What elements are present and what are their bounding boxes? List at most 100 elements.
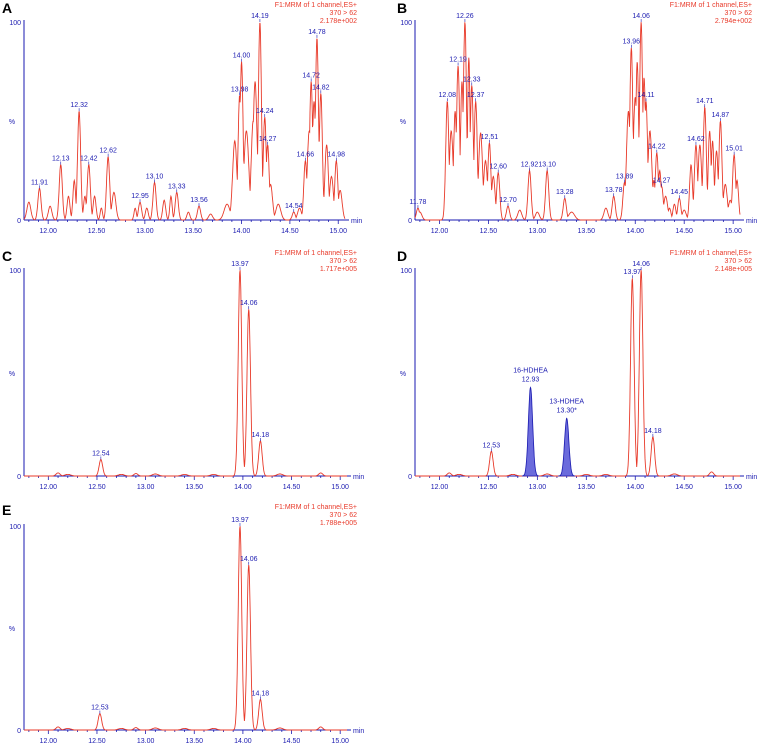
peak-label: 14.22 <box>648 144 666 151</box>
peak-label: 13.98 <box>231 86 249 93</box>
peak-label: 14.72 <box>302 72 320 79</box>
peak-label: 13.97 <box>231 261 249 268</box>
y-axis-label: % <box>9 119 15 126</box>
y-tick-label: 100 <box>400 268 412 275</box>
peak-label: 14.06 <box>240 300 258 307</box>
header-transition: 370 > 62 <box>724 10 752 17</box>
panel-letter: B <box>397 0 408 16</box>
x-tick-label: 12.00 <box>40 484 58 491</box>
panel-header: F1:MRM of 1 channel,ES+ 370 > 62 1.717e+… <box>275 250 357 274</box>
x-tick-label: 14.00 <box>234 484 252 491</box>
y-axis-label: % <box>400 119 406 126</box>
header-title: F1:MRM of 1 channel,ES+ <box>274 2 357 9</box>
y-tick-label: 0 <box>17 474 21 481</box>
peak-label: 12.60 <box>489 163 507 170</box>
peak-label: 12.32 <box>70 102 88 109</box>
panel-b: B F1:MRM of 1 channel,ES+ 370 > 62 2.794… <box>383 0 766 245</box>
x-tick-label: 14.50 <box>283 738 301 744</box>
x-tick-label: 12.50 <box>480 228 498 235</box>
peak-label: 12.26 <box>456 13 474 20</box>
peak-label: 13.96 <box>623 39 641 46</box>
x-tick-label: 12.50 <box>88 228 106 235</box>
header-intensity: 2.148e+005 <box>714 266 752 273</box>
header-intensity: 1.717e+005 <box>319 266 357 273</box>
x-tick-label: 14.50 <box>675 484 693 491</box>
x-tick-label: 12.50 <box>88 484 106 491</box>
x-axis-unit: min <box>353 474 364 481</box>
x-tick-label: 14.50 <box>283 484 301 491</box>
header-intensity: 1.788e+005 <box>319 520 357 527</box>
peak-label: 12.62 <box>99 148 117 155</box>
peak-label: 14.18 <box>644 428 662 435</box>
chromatogram-trace <box>24 526 347 731</box>
peak-label: 14.18 <box>252 690 270 697</box>
peak-label: 13.28 <box>556 189 574 196</box>
peak-label: 13.10 <box>538 162 556 169</box>
peak-label: 14.18 <box>252 432 270 439</box>
peak-label: 11.91 <box>31 179 48 186</box>
header-transition: 370 > 62 <box>724 258 752 265</box>
peak-label: 14.19 <box>251 13 269 20</box>
filled-peak-name: 16-HDHEA <box>513 367 548 374</box>
x-tick-label: 12.00 <box>40 738 58 744</box>
chromatogram-plot: 100 0% min 12.00 12.50 13.00 13.50 14.00 14.50 15… <box>400 261 758 491</box>
peak-label: 13.78 <box>605 187 623 194</box>
header-title: F1:MRM of 1 channel,ES+ <box>274 504 357 511</box>
peak-label: 12.51 <box>481 134 499 141</box>
x-axis-unit: min <box>746 474 757 481</box>
x-axis-unit: min <box>351 218 362 225</box>
peak-label: 13.89 <box>616 173 634 180</box>
peak-label: 12.54 <box>92 451 110 458</box>
peak-label: 13.10 <box>146 173 164 180</box>
x-tick-label: 15.00 <box>724 484 742 491</box>
panel-letter: C <box>2 248 13 264</box>
chromatogram-trace <box>24 270 347 477</box>
peak-label: 12.37 <box>467 92 485 99</box>
x-tick-label: 14.00 <box>626 228 644 235</box>
peak-label: 12.53 <box>91 705 109 712</box>
peak-label: 14.27 <box>259 136 277 143</box>
header-title: F1:MRM of 1 channel,ES+ <box>669 250 752 257</box>
peak-label: 14.62 <box>687 136 705 143</box>
peak-label: 13.97 <box>231 517 249 524</box>
panel-letter: D <box>397 248 408 264</box>
x-tick-label: 14.00 <box>233 228 251 235</box>
x-tick-label: 13.00 <box>137 484 155 491</box>
x-tick-label: 13.00 <box>529 228 547 235</box>
y-tick-label: 100 <box>9 268 21 275</box>
chromatogram-plot: 100 0% min 12.00 12.50 13.00 13.50 14.00 14.50 15… <box>9 13 363 235</box>
header-transition: 370 > 62 <box>329 258 357 265</box>
x-tick-label: 15.00 <box>724 228 742 235</box>
panel-header: F1:MRM of 1 channel,ES+ 370 > 62 2.148e+… <box>670 250 752 274</box>
chromatogram-trace <box>23 22 346 221</box>
header-title: F1:MRM of 1 channel,ES+ <box>274 250 357 257</box>
panel-header: F1:MRM of 1 channel,ES+ 370 > 62 1.788e+… <box>275 504 357 528</box>
x-tick-label: 13.50 <box>185 738 203 744</box>
x-tick-label: 12.00 <box>431 484 449 491</box>
y-axis-label: % <box>9 371 15 378</box>
panel-e: E F1:MRM of 1 channel,ES+ 370 > 62 1.788… <box>0 500 383 744</box>
peak-label: 14.24 <box>256 108 274 115</box>
peak-label: 14.71 <box>696 98 714 105</box>
peak-label: 14.66 <box>297 152 315 159</box>
y-axis-label: % <box>9 626 15 633</box>
header-intensity: 2.794e+002 <box>714 18 752 25</box>
x-tick-label: 15.00 <box>329 228 347 235</box>
y-tick-label: 0 <box>408 218 412 225</box>
filled-peak <box>521 386 540 477</box>
chromatogram-plot: 100 0% min 12.00 12.50 13.00 13.50 14.00 14.50 15… <box>9 517 365 744</box>
x-tick-label: 15.00 <box>331 738 349 744</box>
x-tick-label: 13.50 <box>184 228 202 235</box>
panel-header: F1:MRM of 1 channel,ES+ 370 > 62 2.794e+… <box>670 2 752 26</box>
peak-label: 13.56 <box>190 197 208 204</box>
x-tick-label: 12.50 <box>480 484 498 491</box>
peak-label: 14.87 <box>712 112 730 119</box>
y-tick-label: 100 <box>9 20 21 27</box>
header-transition: 370 > 62 <box>329 10 357 17</box>
chromatogram-trace <box>414 22 741 221</box>
x-tick-label: 13.50 <box>185 484 203 491</box>
peak-label: 14.45 <box>671 189 689 196</box>
peak-label: 14.06 <box>632 261 650 268</box>
peak-label: 12.13 <box>52 156 70 163</box>
peak-label: 12.19 <box>449 57 467 64</box>
